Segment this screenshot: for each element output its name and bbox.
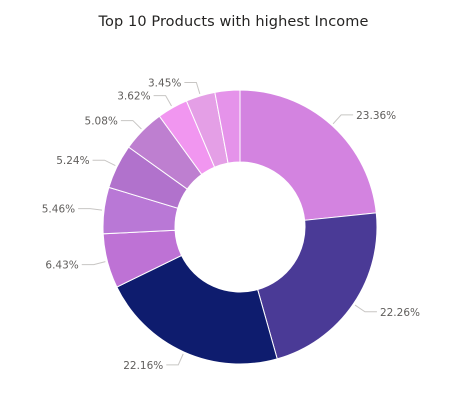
donut-slice-10[interactable] — [214, 89, 241, 164]
leader-line-2 — [354, 304, 377, 313]
data-label-8: 3.62% — [117, 91, 150, 103]
donut-slices — [102, 89, 378, 365]
data-label-9: 3.45% — [148, 77, 181, 89]
leader-line-9 — [184, 81, 201, 95]
data-label-6: 5.24% — [56, 155, 89, 167]
slice-labels: 23.36% 22.26% 22.16% 6.43% 5.46% 5.24% 5.08% 3.… — [42, 77, 420, 371]
data-label-2: 22.26% — [380, 307, 420, 319]
leader-line-4 — [81, 261, 106, 266]
leader-line-7 — [120, 120, 142, 130]
leader-line-6 — [92, 159, 116, 166]
leader-line-5 — [78, 208, 103, 211]
leader-line-3 — [166, 353, 184, 366]
leader-lines — [78, 81, 377, 366]
donut-slice-2[interactable] — [257, 212, 378, 360]
data-label-4: 6.43% — [45, 260, 78, 272]
leader-line-8 — [153, 95, 172, 107]
donut-slice-1[interactable] — [239, 89, 377, 221]
leader-line-1 — [332, 114, 354, 125]
data-label-5: 5.46% — [42, 204, 75, 216]
data-label-3: 22.16% — [123, 360, 163, 372]
chart-title: Top 10 Products with highest Income — [98, 14, 369, 30]
donut-slice-3[interactable] — [116, 254, 278, 365]
data-label-7: 5.08% — [85, 116, 118, 128]
data-label-1: 23.36% — [356, 110, 396, 122]
